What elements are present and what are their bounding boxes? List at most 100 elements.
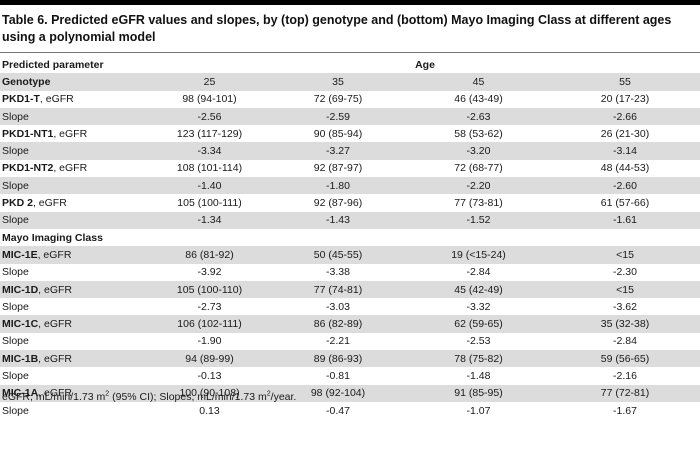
table-row: MIC-1C, eGFR 106 (102-111) 86 (82-89) 62 (5… xyxy=(0,315,700,333)
row-label: MIC-1A, eGFR xyxy=(0,384,150,402)
row-label-suffix: , eGFR xyxy=(38,318,73,331)
row-label: Slope xyxy=(0,333,150,350)
value-cell: -2.60 xyxy=(550,177,700,195)
row-label-suffix: , eGFR xyxy=(53,162,88,175)
value-cell: -2.53 xyxy=(466,335,491,348)
age-cell: 45 xyxy=(407,73,550,91)
row-label: MIC-1C, eGFR xyxy=(0,315,150,333)
value-cell: 20 (17-23) xyxy=(600,93,650,106)
row-label-suffix: , eGFR xyxy=(38,352,73,365)
value-cell: -1.61 xyxy=(550,211,700,229)
row-label-suffix: Slope xyxy=(2,214,29,227)
value-cell: -1.07 xyxy=(466,404,491,417)
row-label: Slope xyxy=(0,107,150,126)
value-cell: 35 (32-38) xyxy=(550,315,700,333)
value-cell: 19 (<15-24) xyxy=(407,246,550,264)
mayo-section-label: Mayo Imaging Class xyxy=(2,231,103,244)
value-cell: 108 (101-114) xyxy=(176,162,243,175)
footnote-sup1: 2 xyxy=(105,390,110,398)
table-body: Predicted parameter Age Genotype 25 35 4… xyxy=(0,56,700,419)
value-cell: -0.81 xyxy=(326,369,350,382)
table-row: Slope -3.34 -3.27 -3.20 -3.14 xyxy=(0,142,700,160)
value-cell: 92 (87-96) xyxy=(313,197,363,210)
value-cell: 106 (102-111) xyxy=(150,315,269,333)
value-cell: 100 (90-108) xyxy=(150,384,269,402)
row-label-bold: MIC-1D xyxy=(2,283,39,296)
row-label: Slope xyxy=(0,177,150,195)
row-label-suffix: Slope xyxy=(2,404,29,417)
data-table: Predicted parameter Age Genotype 25 35 4… xyxy=(0,56,700,419)
row-label: MIC-1B, eGFR xyxy=(0,350,150,368)
value-cell: -3.03 xyxy=(326,300,350,313)
value-cell: 26 (21-30) xyxy=(600,127,650,140)
value-cell: -2.20 xyxy=(407,177,550,195)
row-label-suffix: , eGFR xyxy=(32,197,67,210)
row-label-suffix: , eGFR xyxy=(38,283,73,296)
age-cell: 25 xyxy=(150,73,269,91)
value-cell: -2.63 xyxy=(407,107,550,126)
table-row: MIC-1A, eGFR 100 (90-108) 98 (92-104) 91 (8… xyxy=(0,384,700,402)
value-cell: -2.66 xyxy=(550,107,700,126)
value-cell: 92 (87-97) xyxy=(313,162,363,175)
row-label-suffix: Slope xyxy=(2,335,29,348)
value-cell: 72 (69-75) xyxy=(313,93,363,106)
row-label: PKD1-NT2, eGFR xyxy=(0,160,150,177)
age-cell: 55 xyxy=(550,73,700,91)
value-cell: 123 (117-129) xyxy=(176,127,243,140)
value-cell: 98 (94-101) xyxy=(182,93,237,106)
value-cell: -1.67 xyxy=(613,404,637,417)
value-cell: -1.90 xyxy=(197,335,222,348)
value-cell: 62 (59-65) xyxy=(407,315,550,333)
value-cell: <15 xyxy=(550,280,700,299)
row-label-suffix: Slope xyxy=(2,300,29,313)
value-cell: -0.13 xyxy=(197,369,222,382)
row-label: Slope xyxy=(0,142,150,160)
row-label-suffix: , eGFR xyxy=(53,127,88,140)
value-cell: -1.48 xyxy=(466,369,491,382)
row-label-suffix: , eGFR xyxy=(38,387,73,400)
value-cell: 45 (42-49) xyxy=(407,280,550,299)
value-cell: 0.13 xyxy=(199,404,220,417)
value-cell: 90 (85-94) xyxy=(313,127,363,140)
row-label-suffix: Slope xyxy=(2,110,29,123)
table-row: Slope -2.56 -2.59 -2.63 -2.66 xyxy=(0,107,700,126)
table-row: Slope -1.40 -1.80 -2.20 -2.60 xyxy=(0,177,700,195)
row-label: PKD1-NT1, eGFR xyxy=(0,125,150,142)
value-cell: -2.30 xyxy=(613,266,637,279)
value-cell: -3.38 xyxy=(326,266,350,279)
table-row: PKD 2, eGFR 105 (100-111) 92 (87-96) 77 (73… xyxy=(0,194,700,211)
row-label-bold: MIC-1A xyxy=(2,387,39,400)
table-row: MIC-1E, eGFR 86 (81-92) 50 (45-55) 19 (<15-… xyxy=(0,246,700,264)
value-cell: -1.80 xyxy=(269,177,407,195)
row-label-bold: PKD1-NT2 xyxy=(2,162,54,175)
value-cell: 98 (92-104) xyxy=(269,384,407,402)
table-row: Slope -2.73 -3.03 -3.32 -3.62 xyxy=(0,298,700,315)
value-cell: 77 (72-81) xyxy=(550,384,700,402)
value-cell: 50 (45-55) xyxy=(269,246,407,264)
value-cell: 89 (86-93) xyxy=(269,350,407,368)
value-cell: -3.62 xyxy=(613,300,637,313)
row-label: Slope xyxy=(0,264,150,281)
row-label: Slope xyxy=(0,211,150,229)
table-row: Slope 0.13 -0.47 -1.07 -1.67 xyxy=(0,402,700,419)
value-cell: -2.84 xyxy=(466,266,491,279)
value-cell: -2.56 xyxy=(150,107,269,126)
value-cell: 61 (57-66) xyxy=(600,197,650,210)
row-label: Slope xyxy=(0,298,150,315)
row-label-bold: MIC-1B xyxy=(2,352,39,365)
ages-row: Genotype 25 35 45 55 xyxy=(0,73,700,91)
row-label: MIC-1D, eGFR xyxy=(0,280,150,299)
value-cell: 46 (43-49) xyxy=(454,93,503,106)
row-label-bold: PKD 2 xyxy=(2,197,33,210)
value-cell: -1.43 xyxy=(269,211,407,229)
row-label: Slope xyxy=(0,402,150,419)
table-row: Slope -1.34 -1.43 -1.52 -1.61 xyxy=(0,211,700,229)
value-cell: -3.32 xyxy=(466,300,491,313)
table-row: Slope -1.90 -2.21 -2.53 -2.84 xyxy=(0,333,700,350)
value-cell: -3.27 xyxy=(269,142,407,160)
value-cell: 105 (100-110) xyxy=(150,280,269,299)
header-param-label: Predicted parameter xyxy=(2,58,104,71)
value-cell: 77 (73-81) xyxy=(454,197,503,210)
value-cell: -2.73 xyxy=(197,300,222,313)
row-label-suffix: , eGFR xyxy=(37,248,72,261)
